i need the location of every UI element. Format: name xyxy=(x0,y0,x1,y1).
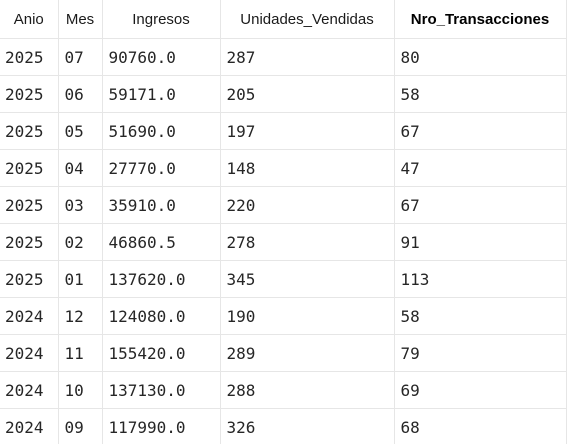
cell-mes[interactable]: 05 xyxy=(58,112,103,150)
cell-unidades-vendidas[interactable]: 148 xyxy=(220,149,395,187)
cell-anio[interactable]: 2024 xyxy=(0,334,59,372)
cell-unidades-vendidas[interactable]: 190 xyxy=(220,297,395,335)
cell-nro-transacciones[interactable]: 58 xyxy=(394,75,567,113)
table-row[interactable]: 2025 03 35910.0 220 67 xyxy=(0,186,567,224)
cell-mes[interactable]: 06 xyxy=(58,75,103,113)
cell-anio[interactable]: 2025 xyxy=(0,223,59,261)
cell-unidades-vendidas[interactable]: 278 xyxy=(220,223,395,261)
cell-mes[interactable]: 04 xyxy=(58,149,103,187)
cell-mes[interactable]: 07 xyxy=(58,38,103,76)
cell-ingresos[interactable]: 117990.0 xyxy=(102,408,221,444)
cell-mes[interactable]: 02 xyxy=(58,223,103,261)
column-header-nro-transacciones[interactable]: Nro_Transacciones xyxy=(394,0,567,39)
cell-mes[interactable]: 09 xyxy=(58,408,103,444)
table-body: 2025 07 90760.0 287 80 2025 06 59171.0 2… xyxy=(0,38,567,444)
cell-anio[interactable]: 2024 xyxy=(0,297,59,335)
cell-anio[interactable]: 2025 xyxy=(0,186,59,224)
cell-anio[interactable]: 2025 xyxy=(0,75,59,113)
cell-unidades-vendidas[interactable]: 197 xyxy=(220,112,395,150)
cell-nro-transacciones[interactable]: 91 xyxy=(394,223,567,261)
table-row[interactable]: 2025 02 46860.5 278 91 xyxy=(0,223,567,261)
cell-mes[interactable]: 01 xyxy=(58,260,103,298)
cell-anio[interactable]: 2024 xyxy=(0,371,59,409)
table-row[interactable]: 2024 12 124080.0 190 58 xyxy=(0,297,567,335)
cell-unidades-vendidas[interactable]: 287 xyxy=(220,38,395,76)
table-row[interactable]: 2025 06 59171.0 205 58 xyxy=(0,75,567,113)
table-row[interactable]: 2024 10 137130.0 288 69 xyxy=(0,371,567,409)
cell-unidades-vendidas[interactable]: 289 xyxy=(220,334,395,372)
cell-anio[interactable]: 2025 xyxy=(0,38,59,76)
cell-ingresos[interactable]: 137130.0 xyxy=(102,371,221,409)
cell-ingresos[interactable]: 46860.5 xyxy=(102,223,221,261)
cell-mes[interactable]: 10 xyxy=(58,371,103,409)
cell-ingresos[interactable]: 124080.0 xyxy=(102,297,221,335)
cell-ingresos[interactable]: 27770.0 xyxy=(102,149,221,187)
cell-nro-transacciones[interactable]: 80 xyxy=(394,38,567,76)
cell-ingresos[interactable]: 51690.0 xyxy=(102,112,221,150)
header-row: Anio Mes Ingresos Unidades_Vendidas Nro_… xyxy=(0,0,567,39)
cell-unidades-vendidas[interactable]: 220 xyxy=(220,186,395,224)
cell-mes[interactable]: 11 xyxy=(58,334,103,372)
cell-mes[interactable]: 03 xyxy=(58,186,103,224)
column-header-ingresos[interactable]: Ingresos xyxy=(102,0,221,39)
column-header-mes[interactable]: Mes xyxy=(58,0,103,39)
cell-nro-transacciones[interactable]: 58 xyxy=(394,297,567,335)
cell-ingresos[interactable]: 137620.0 xyxy=(102,260,221,298)
table-row[interactable]: 2025 07 90760.0 287 80 xyxy=(0,38,567,76)
cell-unidades-vendidas[interactable]: 288 xyxy=(220,371,395,409)
cell-nro-transacciones[interactable]: 69 xyxy=(394,371,567,409)
cell-anio[interactable]: 2025 xyxy=(0,149,59,187)
table-row[interactable]: 2025 01 137620.0 345 113 xyxy=(0,260,567,298)
cell-nro-transacciones[interactable]: 67 xyxy=(394,112,567,150)
table-row[interactable]: 2024 11 155420.0 289 79 xyxy=(0,334,567,372)
cell-anio[interactable]: 2025 xyxy=(0,112,59,150)
cell-unidades-vendidas[interactable]: 205 xyxy=(220,75,395,113)
cell-nro-transacciones[interactable]: 67 xyxy=(394,186,567,224)
cell-ingresos[interactable]: 90760.0 xyxy=(102,38,221,76)
cell-ingresos[interactable]: 59171.0 xyxy=(102,75,221,113)
cell-ingresos[interactable]: 155420.0 xyxy=(102,334,221,372)
cell-nro-transacciones[interactable]: 47 xyxy=(394,149,567,187)
cell-nro-transacciones[interactable]: 68 xyxy=(394,408,567,444)
cell-anio[interactable]: 2024 xyxy=(0,408,59,444)
cell-nro-transacciones[interactable]: 79 xyxy=(394,334,567,372)
table-row[interactable]: 2025 04 27770.0 148 47 xyxy=(0,149,567,187)
column-header-unidades-vendidas[interactable]: Unidades_Vendidas xyxy=(220,0,395,39)
cell-nro-transacciones[interactable]: 113 xyxy=(394,260,567,298)
cell-ingresos[interactable]: 35910.0 xyxy=(102,186,221,224)
column-header-anio[interactable]: Anio xyxy=(0,0,59,39)
cell-anio[interactable]: 2025 xyxy=(0,260,59,298)
table-row[interactable]: 2024 09 117990.0 326 68 xyxy=(0,408,567,444)
cell-unidades-vendidas[interactable]: 345 xyxy=(220,260,395,298)
cell-mes[interactable]: 12 xyxy=(58,297,103,335)
cell-unidades-vendidas[interactable]: 326 xyxy=(220,408,395,444)
table-row[interactable]: 2025 05 51690.0 197 67 xyxy=(0,112,567,150)
